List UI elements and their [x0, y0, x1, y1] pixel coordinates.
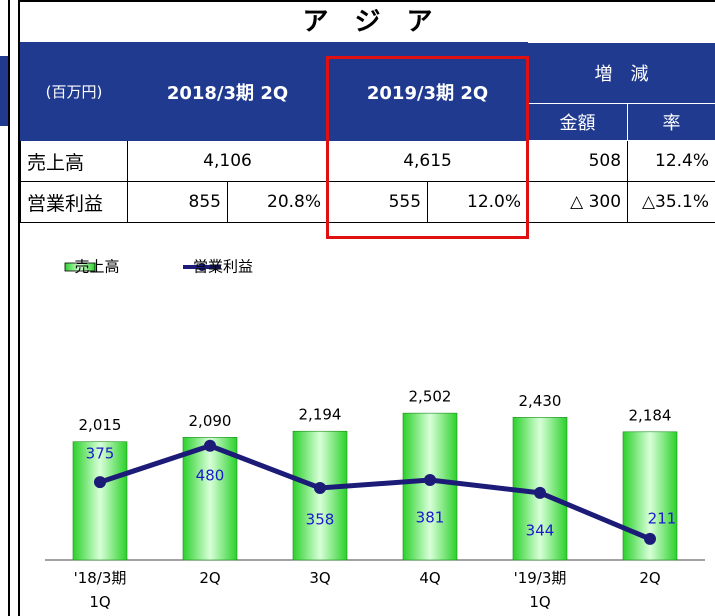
legend-swatch	[64, 262, 96, 272]
line-value-label: 211	[648, 509, 677, 527]
line	[99, 443, 651, 542]
side-panel	[0, 56, 8, 126]
bar-value-label: 2,015	[79, 416, 122, 434]
line-value-label: 381	[416, 509, 445, 527]
line-value-label: 480	[196, 466, 225, 484]
cell: 12.0%	[427, 181, 529, 223]
bar	[292, 430, 348, 561]
bar-value-label: 2,184	[629, 406, 672, 424]
x-tick-label: 3Q	[309, 569, 330, 587]
change-header: 増 減	[527, 42, 715, 104]
line-point	[534, 486, 546, 499]
cell: 508	[527, 140, 629, 182]
change-sub: 率	[627, 103, 715, 141]
bar	[72, 441, 128, 561]
col-header: 2018/3期 2Q	[126, 42, 329, 141]
cell: 555	[327, 181, 429, 223]
line-point	[424, 474, 436, 487]
row-label: 売上高	[20, 140, 128, 182]
bar	[402, 412, 458, 561]
cell: 12.4%	[627, 140, 715, 182]
highlight-box	[326, 56, 529, 239]
line-point	[204, 439, 216, 452]
x-tick-label: 2Q	[199, 569, 220, 587]
bar-value-label: 2,502	[409, 388, 452, 406]
region-title: ア ジ ア	[302, 7, 433, 37]
bar-value-label: 2,090	[189, 412, 232, 430]
cell: 20.8%	[226, 181, 329, 223]
x-tick-label: 2Q	[639, 569, 660, 587]
legend-swatch	[198, 263, 206, 271]
legend-label: 売上高	[74, 258, 119, 276]
cell: 4,106	[126, 140, 329, 182]
x-tick-label: 4Q	[419, 569, 440, 587]
x-tick-label: '19/3期 1Q	[514, 569, 567, 611]
line-point	[644, 532, 656, 545]
line-point	[94, 476, 106, 489]
cell: △ 300	[527, 181, 629, 223]
unit: (百万円)	[20, 42, 128, 141]
cell: 855	[127, 181, 228, 223]
legend-label: 営業利益	[193, 258, 253, 276]
bar	[182, 437, 238, 561]
bar-value-label: 2,194	[299, 406, 342, 424]
line-point	[314, 482, 326, 494]
x-tick-label: '18/3期 1Q	[74, 569, 127, 611]
bar-value-label: 2,430	[519, 392, 562, 410]
summary-table: (百万円) 2018/3期 2Q 2019/3期 2Q 増 減 金額 率 売上高…	[20, 42, 715, 223]
line-value-label: 375	[86, 445, 115, 463]
change-sub: 金額	[527, 103, 629, 141]
line-value-label: 344	[526, 521, 555, 539]
line-value-label: 358	[306, 511, 335, 529]
